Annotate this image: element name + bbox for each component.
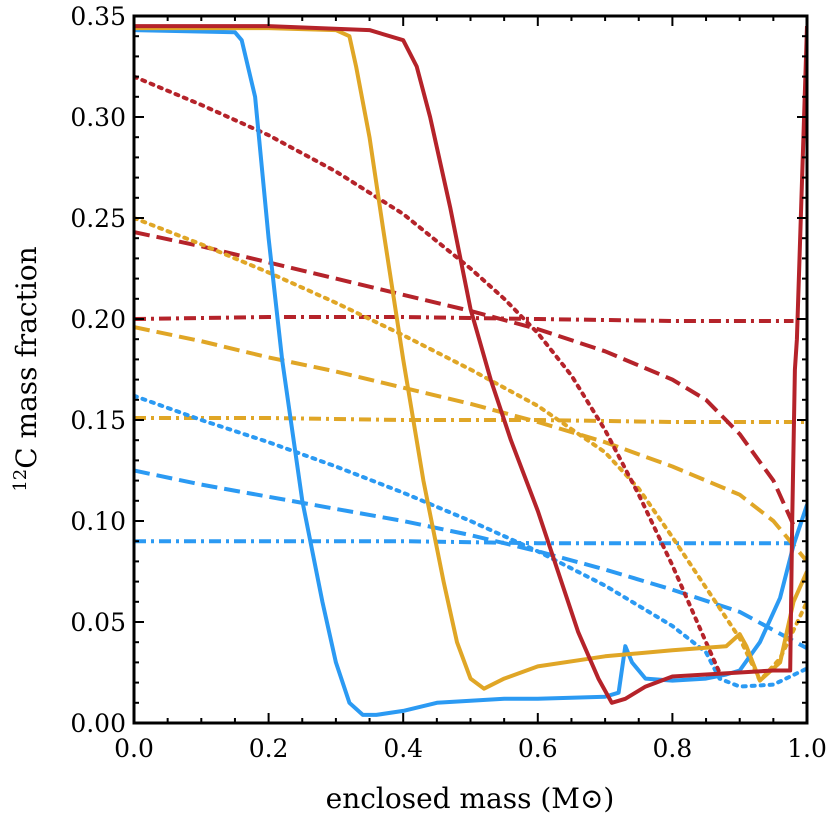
y-tick-label: 0.00	[70, 709, 126, 738]
ticks-layer	[133, 15, 808, 724]
y-tick-label: 0.15	[70, 406, 126, 435]
series-line-7	[134, 216, 807, 683]
series-line-9	[134, 28, 807, 717]
series-line-2	[134, 315, 794, 323]
y-axis-title-main: C mass fraction	[10, 246, 43, 468]
series-line-3	[134, 468, 807, 651]
x-tick-label: 0.2	[249, 734, 289, 763]
series-line-8	[134, 74, 722, 675]
series-line-6	[134, 393, 807, 689]
y-tick-label: 0.35	[70, 2, 126, 31]
tick-labels-layer: 0.0 0.2 0.4 0.6 0.8 1.0 0.00 0.05 0.10 0.15 0.20 0.…	[70, 2, 827, 763]
series-line-11	[134, 24, 807, 705]
x-tick-label: 0.0	[114, 734, 154, 763]
series-layer	[134, 24, 807, 717]
x-tick-label: 0.8	[653, 734, 693, 763]
x-axis-title: enclosed mass (M⊙)	[326, 782, 615, 815]
x-tick-label: 1.0	[787, 734, 827, 763]
x-tick-label: 0.6	[518, 734, 558, 763]
series-line-0	[134, 539, 794, 546]
y-axis-title: 12C mass fraction	[10, 246, 43, 491]
y-tick-label: 0.05	[70, 608, 126, 637]
y-tick-label: 0.20	[70, 305, 126, 334]
y-tick-label: 0.10	[70, 507, 126, 536]
series-line-4	[134, 325, 807, 563]
series-line-1	[134, 416, 807, 424]
series-line-10	[134, 26, 807, 691]
x-tick-label: 0.4	[383, 734, 423, 763]
y-tick-label: 0.30	[70, 103, 126, 132]
y-axis-title-superscript: 12	[10, 469, 31, 492]
series-line-5	[134, 230, 796, 526]
y-tick-label: 0.25	[70, 204, 126, 233]
